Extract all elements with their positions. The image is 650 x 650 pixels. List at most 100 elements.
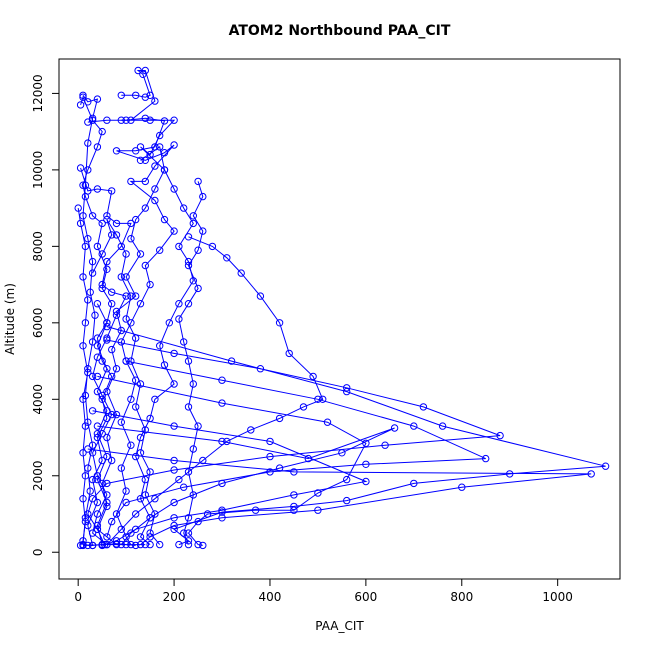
data-point — [117, 540, 126, 549]
series-line — [87, 303, 108, 546]
data-point — [156, 246, 164, 254]
data-point — [381, 441, 389, 449]
data-point — [203, 510, 212, 518]
data-point — [81, 319, 90, 327]
data-point — [93, 521, 102, 530]
x-axis: 0 200 400 600 800 1000 — [74, 578, 573, 604]
data-point — [189, 212, 198, 220]
data-point — [184, 468, 193, 476]
series-line — [97, 425, 395, 545]
series-16 — [84, 300, 111, 550]
data-point — [112, 219, 121, 228]
x-tick-label: 400 — [259, 590, 282, 604]
data-point — [156, 540, 164, 549]
data-point — [127, 219, 135, 228]
data-point — [199, 192, 207, 201]
data-point — [132, 147, 140, 155]
data-point — [117, 525, 126, 533]
data-point — [160, 166, 169, 174]
series-15 — [88, 215, 164, 549]
data-point — [285, 349, 293, 358]
data-point — [79, 273, 87, 281]
y-tick-label: 6000 — [31, 308, 45, 339]
data-point — [108, 345, 116, 354]
data-point — [146, 116, 154, 124]
data-point — [141, 204, 150, 212]
series-line — [106, 236, 324, 545]
data-point — [218, 479, 226, 488]
data-point — [93, 498, 102, 507]
data-point — [587, 470, 595, 478]
data-point — [343, 496, 351, 505]
data-point — [343, 475, 351, 484]
data-point — [601, 462, 610, 470]
data-point — [136, 250, 145, 258]
data-point — [79, 395, 87, 403]
x-tick-label: 200 — [163, 590, 186, 604]
data-point — [112, 311, 121, 319]
series-6 — [175, 177, 207, 549]
data-point — [251, 506, 260, 514]
data-point — [266, 437, 274, 446]
data-point — [112, 147, 121, 155]
data-point — [237, 269, 245, 277]
data-point — [170, 456, 178, 465]
data-point — [127, 395, 135, 403]
series-line — [87, 339, 501, 545]
data-point — [108, 456, 116, 465]
data-point — [132, 403, 140, 411]
data-point — [218, 514, 226, 522]
data-point — [362, 477, 370, 486]
data-point — [194, 246, 202, 254]
data-point — [127, 292, 135, 300]
data-point — [256, 292, 265, 300]
data-point — [112, 231, 121, 239]
data-point — [299, 403, 308, 411]
data-point — [184, 357, 193, 365]
data-point — [141, 93, 150, 101]
data-point — [151, 510, 159, 518]
data-point — [180, 338, 188, 346]
series-line — [135, 146, 194, 545]
data-point — [175, 242, 183, 251]
data-point — [81, 422, 90, 430]
data-point — [79, 449, 87, 457]
data-point — [160, 117, 169, 125]
data-point — [189, 219, 198, 228]
data-point — [122, 487, 130, 495]
data-point — [117, 273, 126, 281]
data-point — [136, 300, 145, 308]
data-point — [218, 376, 226, 384]
data-point — [136, 495, 145, 503]
data-point — [208, 242, 217, 251]
data-point — [218, 506, 226, 514]
data-point — [410, 479, 418, 488]
data-point — [93, 430, 102, 438]
data-point — [170, 525, 178, 533]
data-point — [127, 235, 135, 243]
data-point — [156, 342, 164, 350]
data-point — [146, 529, 154, 537]
series-7 — [103, 233, 327, 549]
data-point — [84, 541, 92, 550]
data-point — [76, 541, 85, 550]
data-point — [156, 131, 164, 140]
data-point — [146, 150, 154, 159]
data-point — [84, 187, 92, 195]
data-point — [170, 116, 178, 124]
data-point — [151, 97, 159, 105]
data-point — [98, 540, 106, 549]
data-point — [108, 288, 116, 296]
data-point — [184, 514, 193, 522]
chart-title: ATOM2 Northbound PAA_CIT — [229, 23, 451, 39]
data-point — [304, 454, 312, 463]
data-point — [88, 495, 97, 503]
data-point — [223, 254, 231, 262]
data-point — [98, 127, 106, 136]
data-point — [88, 269, 97, 277]
series-line — [97, 375, 367, 546]
data-point — [170, 466, 178, 474]
data-point — [112, 365, 121, 373]
data-point — [458, 483, 466, 491]
series-17 — [74, 204, 92, 550]
